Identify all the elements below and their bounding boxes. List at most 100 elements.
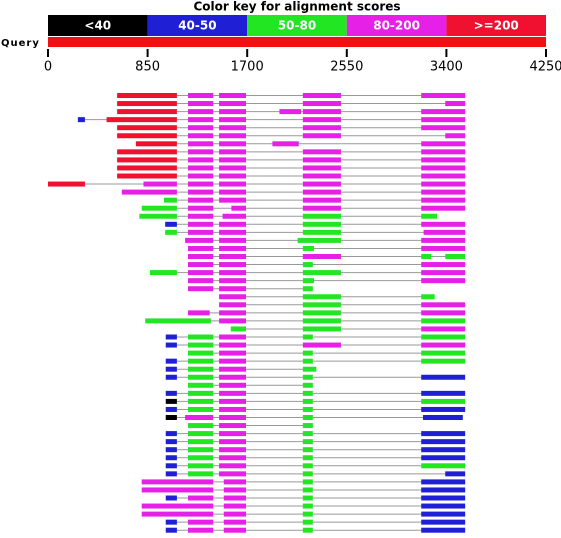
hit-segment [188, 278, 214, 284]
hit-segment [222, 213, 247, 219]
key-swatch [147, 15, 248, 36]
chart-title: Color key for alignment scores [193, 0, 400, 14]
hit-segment [165, 431, 177, 437]
hit-segment [139, 213, 177, 219]
hit-segment [421, 237, 466, 243]
hit-segment [219, 245, 247, 251]
hit-segment [302, 109, 341, 115]
hit-segment [302, 310, 341, 316]
hit-segment [302, 398, 313, 404]
hit-segment [188, 149, 214, 155]
hit-segment [165, 455, 177, 461]
hit-segment [219, 262, 247, 268]
hit-segment [302, 133, 341, 139]
hit-segment [219, 415, 247, 420]
hit-segment [219, 189, 247, 195]
hit-segment [223, 487, 247, 493]
hit-segment [302, 350, 313, 356]
hit-segment [302, 374, 313, 380]
hit-segment [188, 181, 214, 187]
hit-segment [421, 181, 466, 187]
hit-segment [445, 254, 466, 259]
hit-segment [219, 439, 247, 445]
hit-segment [165, 334, 177, 340]
hit-segment [188, 133, 214, 139]
hit-segment [143, 181, 177, 187]
hit-segment [219, 109, 247, 115]
hit-segment [302, 415, 313, 420]
hit-segment [188, 342, 214, 348]
hit-segment [302, 262, 313, 268]
hit-segment [164, 197, 177, 203]
hit-segment [302, 245, 314, 251]
hit-segment [165, 398, 177, 404]
hit-segment [302, 471, 313, 477]
hit-segment [219, 447, 247, 453]
hit-segment [188, 527, 214, 533]
key-label: <40 [84, 19, 111, 33]
hit-segment [188, 471, 214, 477]
hit-segment [219, 93, 247, 98]
hit-segment [302, 390, 313, 396]
hit-segment [219, 229, 247, 235]
hit-segment [165, 439, 177, 445]
hit-segment [188, 245, 214, 251]
hit-segment [219, 270, 247, 276]
hit-segment [302, 254, 341, 259]
hit-segment [188, 382, 214, 388]
hit-segment [219, 173, 247, 179]
hit-segment [421, 318, 466, 324]
hit-segment [302, 117, 341, 123]
hit-segment [302, 286, 313, 292]
hit-segment [302, 503, 313, 509]
hit-segment [219, 390, 247, 396]
hit-segment [165, 415, 177, 420]
hit-segment [421, 479, 466, 485]
hit-segment [219, 342, 247, 348]
hit-segment [219, 431, 247, 437]
hit-segment [421, 205, 466, 211]
hit-segment [188, 463, 214, 469]
hit-segment [302, 165, 341, 171]
hit-segment [188, 439, 214, 445]
hit-segment [421, 358, 466, 364]
hit-segment [223, 503, 247, 509]
hit-segment [421, 326, 466, 332]
hit-segment [188, 173, 214, 179]
hit-segment [188, 431, 214, 437]
hit-segment [302, 221, 341, 227]
hit-segment [165, 229, 177, 235]
hit-segment [421, 197, 466, 203]
hit-segment [219, 358, 247, 364]
hit-segment [219, 197, 247, 203]
hit-segment [165, 447, 177, 453]
hit-segment [302, 423, 313, 429]
hit-segment [421, 463, 466, 469]
hit-segment [302, 229, 341, 235]
hit-segment [219, 318, 247, 324]
hit-segment [141, 511, 214, 517]
hit-segment [165, 366, 177, 372]
hit-segment [219, 254, 247, 259]
hit-segment [117, 101, 177, 107]
hit-segment [421, 165, 466, 171]
hit-segment [117, 165, 177, 171]
x-tick-label: 850 [135, 60, 160, 75]
hit-segment [302, 439, 313, 445]
hit-segment [302, 527, 313, 533]
hit-segment [48, 181, 85, 187]
hit-segment [421, 495, 466, 501]
hit-segment [421, 93, 466, 98]
hit-segment [421, 406, 466, 412]
hit-segment [219, 406, 247, 412]
hit-segment [445, 101, 466, 107]
hit-segment [421, 390, 466, 396]
hit-segment [135, 141, 177, 147]
hit-segment [117, 149, 177, 155]
hit-segment [421, 245, 466, 251]
hit-segment [188, 109, 214, 115]
hit-segment [165, 463, 177, 469]
hit-segment [421, 125, 466, 131]
hit-segment [219, 294, 247, 300]
hit-segment [302, 302, 341, 308]
